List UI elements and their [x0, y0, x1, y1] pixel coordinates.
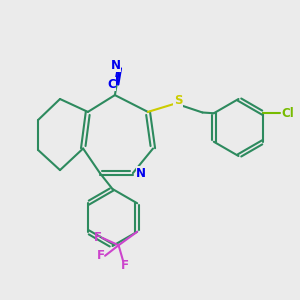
Text: S: S — [174, 94, 182, 107]
Text: C: C — [107, 78, 116, 91]
Text: F: F — [97, 249, 105, 262]
Text: F: F — [94, 231, 102, 244]
Text: Cl: Cl — [282, 107, 295, 120]
Text: F: F — [121, 259, 129, 272]
Text: N: N — [111, 58, 121, 72]
Text: N: N — [136, 167, 146, 180]
